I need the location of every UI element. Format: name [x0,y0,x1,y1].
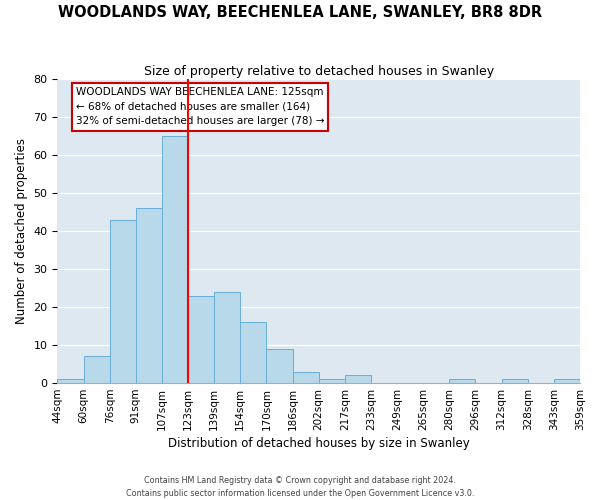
Bar [502,380,528,383]
Bar [241,322,266,383]
Bar [162,136,188,383]
Bar [554,380,580,383]
Text: WOODLANDS WAY BEECHENLEA LANE: 125sqm
← 68% of detached houses are smaller (164): WOODLANDS WAY BEECHENLEA LANE: 125sqm ← … [76,87,324,126]
Bar [83,356,110,383]
Bar [345,376,371,383]
Bar [136,208,162,383]
Bar [188,296,214,383]
Title: Size of property relative to detached houses in Swanley: Size of property relative to detached ho… [143,65,494,78]
Bar [214,292,241,383]
X-axis label: Distribution of detached houses by size in Swanley: Distribution of detached houses by size … [168,437,470,450]
Bar [319,380,345,383]
Bar [293,372,319,383]
Text: WOODLANDS WAY, BEECHENLEA LANE, SWANLEY, BR8 8DR: WOODLANDS WAY, BEECHENLEA LANE, SWANLEY,… [58,5,542,20]
Bar [266,349,293,383]
Y-axis label: Number of detached properties: Number of detached properties [15,138,28,324]
Bar [449,380,475,383]
Bar [110,220,136,383]
Text: Contains HM Land Registry data © Crown copyright and database right 2024.
Contai: Contains HM Land Registry data © Crown c… [126,476,474,498]
Bar [58,380,83,383]
